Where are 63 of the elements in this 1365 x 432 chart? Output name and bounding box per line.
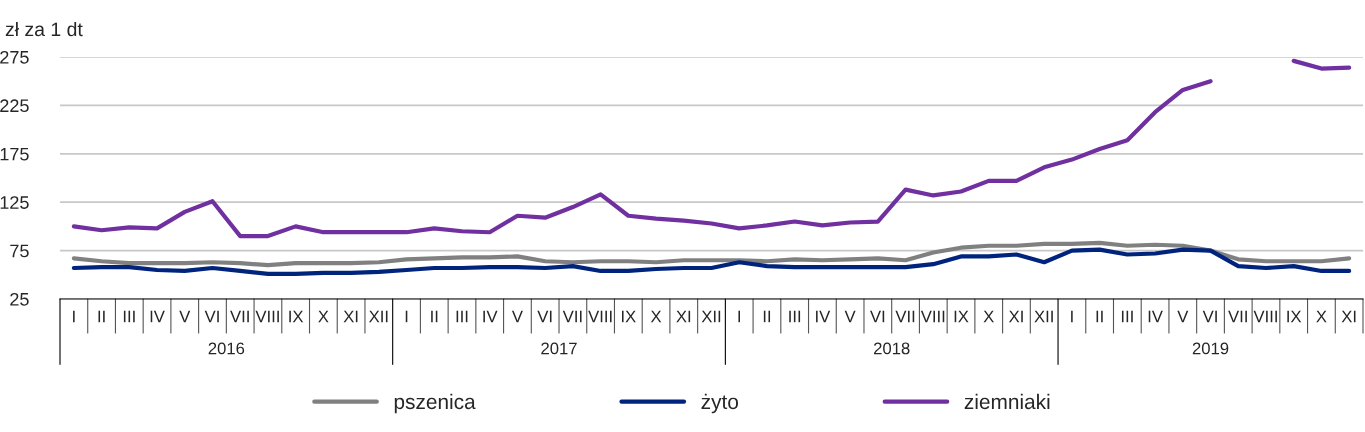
x-tick-label: VII	[230, 310, 249, 323]
x-tick-label: III	[456, 310, 468, 323]
x-tick-label: XII	[1034, 310, 1053, 323]
x-tick-label: VII	[1228, 310, 1247, 323]
x-tick-label: VI	[1202, 310, 1217, 323]
x-tick-label: VIII	[1253, 310, 1277, 323]
x-tick-label: IV	[1148, 310, 1163, 323]
x-tick-label: I	[738, 310, 740, 323]
y-tick-label: 125	[0, 196, 29, 209]
legend-label: pszenica	[394, 393, 476, 414]
x-tick-label: V	[1177, 310, 1189, 323]
x-tick-label: VII	[895, 310, 915, 323]
x-tick-label: V	[844, 310, 856, 323]
x-tick-label: VII	[562, 310, 582, 323]
x-tick-label: I	[405, 310, 408, 323]
x-tick-label: IV	[150, 310, 165, 323]
y-tick-label: 275	[0, 50, 29, 64]
x-tick-label: VI	[204, 310, 219, 323]
x-tick-label: XI	[343, 310, 358, 323]
y-axis-title: zł za 1 dt	[5, 21, 83, 37]
x-tick-label: II	[431, 310, 438, 323]
x-tick-label: V	[511, 310, 523, 323]
x-tick-label: III	[1121, 310, 1133, 323]
text: 2017	[541, 342, 577, 355]
x-tick-label: VI	[870, 310, 885, 323]
y-tick-label: 25	[10, 292, 29, 306]
x-tick-label: VIII	[920, 310, 945, 323]
x-tick-label: X	[1316, 310, 1327, 323]
legend-label: ziemniaki	[964, 393, 1050, 410]
text: 2016	[208, 342, 245, 355]
x-tick-label: III	[123, 310, 135, 323]
x-tick-label: IV	[483, 310, 498, 323]
x-tick-label: I	[1071, 310, 1073, 323]
y-tick-label: 225	[0, 99, 29, 113]
text: 2018	[874, 342, 910, 355]
x-tick-label: VIII	[588, 310, 612, 323]
x-tick-label: IV	[816, 310, 831, 323]
line-series	[71, 240, 1352, 268]
x-tick-label: XI	[676, 310, 691, 323]
x-tick-label: II	[1096, 310, 1103, 323]
x-tick-label: X	[650, 310, 662, 323]
x-tick-label: IX	[1287, 310, 1302, 323]
x-tick-label: XI	[1341, 310, 1356, 323]
x-tick-label: II	[98, 310, 105, 323]
x-tick-label: III	[789, 310, 801, 323]
x-tick-label: V	[179, 310, 191, 323]
x-tick-label: II	[763, 310, 771, 323]
x-tick-label: VIII	[255, 310, 279, 323]
x-tick-label: X	[318, 310, 329, 323]
y-tick-label: 175	[0, 147, 29, 161]
text: 2019	[1192, 342, 1229, 355]
x-tick-label: IX	[289, 310, 304, 323]
x-tick-label: VI	[537, 310, 552, 323]
x-tick-label: XII	[369, 310, 388, 323]
x-tick-label: XII	[701, 310, 721, 323]
x-tick-label: IX	[622, 310, 636, 323]
line-series	[71, 247, 1352, 276]
x-tick-label: X	[983, 310, 994, 323]
x-tick-label: I	[73, 310, 75, 323]
y-tick-label: 75	[10, 244, 29, 258]
legend-label: żyto	[701, 393, 739, 414]
x-tick-label: IX	[954, 310, 969, 323]
x-tick-label: XI	[1008, 310, 1023, 323]
